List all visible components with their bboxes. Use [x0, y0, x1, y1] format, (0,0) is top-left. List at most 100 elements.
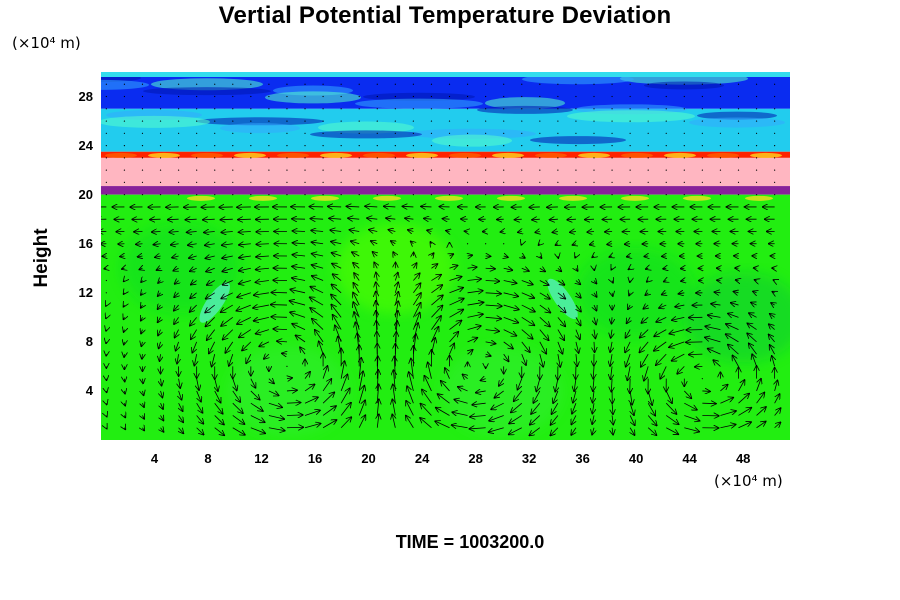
wind-dot — [629, 95, 631, 98]
wind-dot — [177, 108, 180, 110]
wind-arrow — [552, 231, 558, 232]
wind-arrow — [221, 231, 233, 232]
wind-arrow — [341, 361, 344, 379]
wind-arrow — [756, 407, 767, 416]
wind-arrow — [607, 244, 612, 245]
wind-dot — [485, 108, 487, 110]
wind-arrow — [322, 392, 334, 404]
wind-dot — [394, 132, 396, 134]
wind-arrow — [769, 345, 775, 355]
wind-dot — [268, 145, 270, 147]
wind-arrow — [410, 241, 413, 244]
wind-arrow — [239, 329, 252, 338]
wind-dot — [286, 120, 288, 122]
wind-dot — [286, 194, 288, 196]
wind-dot — [611, 169, 613, 171]
wind-dot — [774, 83, 776, 85]
wind-arrow — [246, 353, 252, 364]
wind-dot — [322, 194, 324, 196]
wind-arrow — [413, 293, 421, 306]
wind-dot — [719, 169, 722, 171]
wind-dot — [485, 181, 487, 183]
wind-arrow — [158, 281, 161, 284]
wind-arrow — [376, 291, 378, 306]
wind-arrow — [735, 280, 738, 281]
wind-arrow — [769, 314, 774, 318]
field-texture — [143, 87, 271, 96]
wind-arrow — [358, 415, 365, 428]
wind-dot — [358, 83, 360, 85]
wind-dot — [719, 132, 722, 134]
wind-dot — [376, 194, 378, 196]
wind-arrow — [161, 403, 164, 409]
wind-dot — [539, 157, 541, 159]
wind-arrow — [666, 427, 678, 435]
wind-arrow — [172, 256, 179, 258]
wind-arrow — [340, 388, 350, 404]
wind-dot — [737, 169, 740, 171]
wind-dot — [737, 132, 740, 134]
wind-dot — [159, 132, 162, 134]
wind-dot — [737, 95, 740, 98]
wind-arrow — [156, 268, 160, 270]
wind-dot — [575, 95, 577, 98]
wind-arrow — [576, 354, 577, 366]
wind-arrow — [677, 366, 685, 374]
wind-arrow — [372, 252, 377, 256]
wind-arrow — [468, 255, 473, 256]
wind-arrow — [305, 371, 310, 379]
wind-arrow — [221, 244, 233, 246]
wind-dot — [232, 157, 234, 159]
wind-dot — [214, 181, 216, 183]
wind-arrow — [593, 366, 594, 379]
wind-dot — [466, 243, 469, 245]
wind-dot — [701, 194, 703, 196]
wind-arrow — [468, 350, 473, 355]
wind-arrow — [612, 281, 613, 284]
wind-dot — [557, 95, 559, 98]
wind-dot — [250, 181, 252, 183]
wind-arrow — [684, 390, 691, 399]
field-texture — [697, 111, 777, 120]
wind-dot — [123, 108, 126, 110]
wind-dot — [539, 194, 541, 196]
wind-arrow — [310, 308, 324, 318]
wind-arrow — [355, 322, 360, 342]
field-texture — [497, 195, 525, 201]
wind-arrow — [177, 354, 179, 364]
wind-arrow — [514, 219, 522, 220]
wind-dot — [322, 169, 324, 171]
field-texture — [148, 152, 180, 158]
wind-dot — [755, 145, 758, 147]
wind-arrow — [611, 378, 612, 392]
wind-arrow — [557, 317, 566, 326]
wind-arrow — [142, 415, 144, 419]
wind-dot — [774, 194, 776, 196]
wind-dot — [629, 83, 631, 85]
wind-arrow — [395, 291, 398, 306]
wind-dot — [611, 120, 613, 122]
wind-arrow — [431, 305, 442, 318]
wind-arrow — [376, 301, 378, 318]
wind-arrow — [521, 329, 533, 340]
wind-dot — [683, 132, 685, 134]
wind-arrow — [358, 400, 365, 416]
wind-dot — [466, 108, 469, 110]
wind-arrow — [123, 293, 124, 295]
wind-dot — [774, 120, 776, 122]
wind-arrow — [370, 241, 378, 244]
wind-dot — [448, 83, 451, 85]
wind-arrow — [402, 206, 414, 207]
wind-arrow — [714, 292, 721, 293]
wind-arrow — [286, 415, 303, 416]
wind-arrow — [346, 206, 360, 207]
wind-dot — [503, 181, 505, 183]
wind-dot — [430, 95, 433, 98]
wind-dot — [683, 169, 685, 171]
wind-arrow — [141, 293, 143, 295]
wind-arrow — [529, 415, 541, 425]
wind-arrow — [522, 353, 526, 365]
wind-dot — [575, 83, 577, 85]
wind-arrow — [431, 264, 437, 268]
wind-arrow — [319, 341, 324, 355]
